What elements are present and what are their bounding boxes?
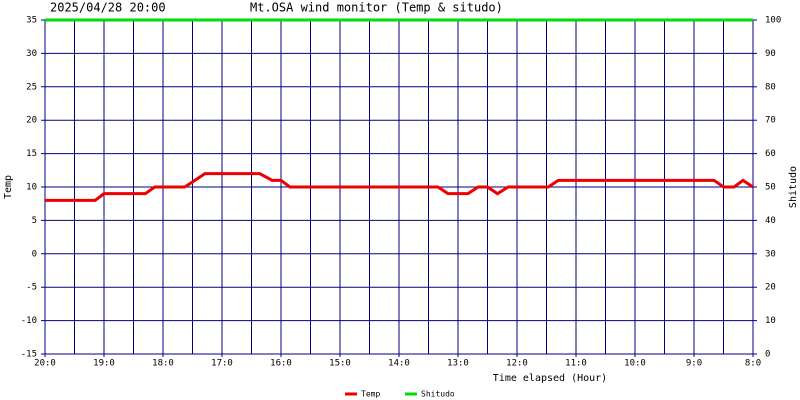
y-tick-label: 25	[26, 82, 37, 92]
x-tick-label: 15:0	[329, 359, 351, 369]
y2-tick-label: 10	[765, 316, 776, 326]
x-axis-label: Time elapsed (Hour)	[493, 373, 607, 384]
x-tick-label: 11:0	[565, 359, 587, 369]
x-tick-label: 12:0	[506, 359, 528, 369]
x-tick-label: 9:0	[686, 359, 702, 369]
x-tick-label: 17:0	[211, 359, 233, 369]
y2-tick-label: 20	[765, 283, 776, 293]
y-tick-label: -5	[26, 283, 37, 293]
x-tick-label: 8:0	[745, 359, 761, 369]
y-axis-label: Temp	[3, 175, 14, 199]
x-tick-label: 16:0	[270, 359, 292, 369]
x-tick-label: 20:0	[34, 359, 56, 369]
y-tick-label: -10	[21, 316, 37, 326]
line-series	[45, 172, 754, 202]
x-tick-label: 19:0	[93, 359, 115, 369]
y2-tick-label: 70	[765, 116, 776, 126]
x-tick-label: 14:0	[388, 359, 410, 369]
chart-title: Mt.OSA wind monitor (Temp & situdo)	[250, 1, 503, 15]
y2-tick-label: 100	[765, 16, 781, 26]
x-tick-label: 13:0	[447, 359, 469, 369]
y2-tick-label: 80	[765, 82, 776, 92]
y-tick-label: 20	[26, 116, 37, 126]
y2-tick-label: 50	[765, 183, 776, 193]
y2-tick-label: 60	[765, 149, 776, 159]
y-tick-label: 0	[32, 249, 37, 259]
y2-tick-label: 30	[765, 249, 776, 259]
y-tick-label: 5	[32, 216, 37, 226]
y-tick-label: 30	[26, 49, 37, 59]
x-tick-label: 18:0	[152, 359, 174, 369]
chart-subtitle: 2025/04/28 20:00	[50, 1, 166, 15]
y2-tick-label: 40	[765, 216, 776, 226]
x-tick-label: 10:0	[624, 359, 646, 369]
y-tick-label: 10	[26, 183, 37, 193]
y2-tick-label: 90	[765, 49, 776, 59]
y2-axis-label: Shitudo	[788, 166, 799, 208]
legend-label: Temp	[361, 390, 380, 399]
legend-label: Shitudo	[421, 390, 455, 399]
y-tick-label: 35	[26, 16, 37, 26]
y-tick-label: -15	[21, 350, 37, 360]
y2-tick-label: 0	[765, 350, 770, 360]
y-tick-label: 15	[26, 149, 37, 159]
